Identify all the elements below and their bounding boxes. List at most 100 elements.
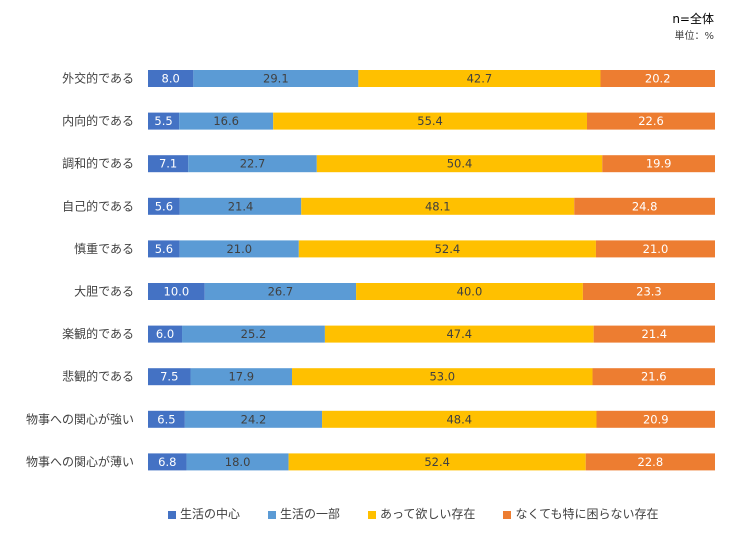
legend-item: 生活の一部	[268, 505, 340, 522]
data-label: 5.5	[154, 114, 172, 128]
data-label: 22.8	[638, 455, 664, 469]
data-label: 48.4	[446, 412, 472, 426]
legend-label: 生活の一部	[280, 507, 341, 521]
bar-segment	[148, 197, 180, 215]
bar-segment	[184, 410, 323, 428]
bar-segment	[596, 410, 715, 428]
data-label: 22.7	[240, 157, 266, 171]
bar-segment	[148, 112, 180, 130]
data-label: 21.0	[226, 242, 252, 256]
data-label: 42.7	[467, 72, 493, 86]
data-label: 21.4	[228, 199, 254, 213]
sample-size-note: n=全体	[672, 12, 714, 26]
data-label: 40.0	[457, 285, 483, 299]
bar-segment	[593, 325, 715, 343]
legend-swatch	[503, 511, 512, 519]
data-label: 6.8	[158, 455, 176, 469]
bar-segment	[574, 197, 715, 215]
data-label: 7.5	[160, 370, 178, 384]
category-label: 悲観的である	[62, 369, 134, 384]
data-label: 10.0	[164, 285, 190, 299]
bar-segment	[186, 453, 289, 471]
bar-segment	[182, 325, 325, 343]
data-label: 21.6	[641, 370, 667, 384]
unit-note: 単位：%	[674, 31, 714, 42]
data-label: 29.1	[263, 72, 289, 86]
data-label: 55.4	[417, 114, 443, 128]
stacked-bar-chart: 外交的である 8.0 29.1 42.7 20.2 内向的である 5.5 16.6 55.4 22…	[26, 70, 715, 471]
bar-segment	[586, 112, 715, 130]
category-label: 自己的である	[62, 198, 134, 213]
bar-segment	[600, 70, 715, 87]
legend-item: あって欲しい存在	[368, 505, 475, 522]
legend-swatch	[168, 511, 176, 519]
legend-item: なくても特に困らない存在	[503, 505, 658, 522]
data-label: 53.0	[429, 370, 455, 384]
data-label: 48.1	[425, 199, 451, 213]
legend-item: 生活の中心	[168, 505, 240, 522]
data-label: 52.4	[435, 242, 461, 256]
data-label: 18.0	[225, 455, 251, 469]
bar-segment	[273, 112, 587, 130]
bar-segment	[358, 70, 601, 87]
data-label: 21.4	[642, 327, 668, 341]
bar-segment	[148, 325, 183, 343]
data-label: 6.5	[157, 412, 175, 426]
bar-segment	[322, 410, 597, 428]
data-label: 8.0	[162, 72, 180, 86]
data-label: 22.6	[638, 114, 664, 128]
bar-segment	[301, 197, 575, 215]
bar-segment	[148, 155, 189, 173]
bar-segment	[148, 453, 187, 471]
bar-segment	[190, 368, 293, 386]
legend-label: あって欲しい存在	[380, 507, 476, 521]
bar-segment	[288, 453, 586, 471]
bar-segment	[148, 410, 185, 428]
bar-segment	[292, 368, 593, 386]
data-label: 19.9	[646, 157, 672, 171]
legend-label: 生活の中心	[180, 507, 241, 521]
data-label: 25.2	[241, 327, 267, 341]
data-label: 6.0	[156, 327, 174, 341]
category-label: 楽観的である	[62, 326, 134, 341]
category-label: 外交的である	[62, 71, 134, 86]
category-label: 大胆である	[74, 285, 134, 299]
legend-swatch	[268, 511, 277, 519]
data-label: 5.6	[155, 242, 173, 256]
data-label: 20.2	[645, 72, 671, 86]
category-label: 物事への関心が薄い	[26, 454, 134, 469]
bar-segment	[179, 197, 302, 215]
data-label: 26.7	[268, 285, 294, 299]
data-label: 50.4	[447, 157, 473, 171]
bar-segment	[324, 325, 594, 343]
bar-segment	[148, 240, 180, 258]
bar-segment	[592, 368, 715, 386]
data-label: 47.4	[446, 327, 472, 341]
bar-segment	[356, 283, 583, 300]
category-label: 慎重である	[74, 242, 134, 256]
data-label: 17.9	[228, 370, 254, 384]
legend-swatch	[368, 511, 377, 519]
data-label: 20.9	[643, 412, 669, 426]
bar-segment	[595, 240, 715, 258]
legend-label: なくても特に困らない存在	[515, 507, 659, 521]
data-label: 52.4	[424, 455, 450, 469]
legend: 生活の中心 生活の一部 あって欲しい存在 なくても特に困らない存在	[168, 505, 686, 522]
bar-segment	[204, 283, 357, 300]
bar-segment	[148, 283, 205, 300]
category-label: 調和的である	[62, 156, 134, 171]
bar-segment	[298, 240, 596, 258]
data-label: 24.2	[241, 412, 267, 426]
bar-segment	[188, 155, 317, 173]
data-label: 7.1	[159, 157, 177, 171]
bar-segment	[602, 155, 715, 173]
data-label: 23.3	[636, 285, 662, 299]
category-label: 内向的である	[62, 113, 134, 128]
bar-segment	[179, 112, 274, 130]
bar-segment	[582, 283, 715, 300]
bar-segment	[148, 70, 194, 87]
data-label: 5.6	[155, 199, 173, 213]
bar-segment	[585, 453, 715, 471]
category-label: 物事への関心が強い	[26, 411, 134, 426]
bar-segment	[179, 240, 299, 258]
